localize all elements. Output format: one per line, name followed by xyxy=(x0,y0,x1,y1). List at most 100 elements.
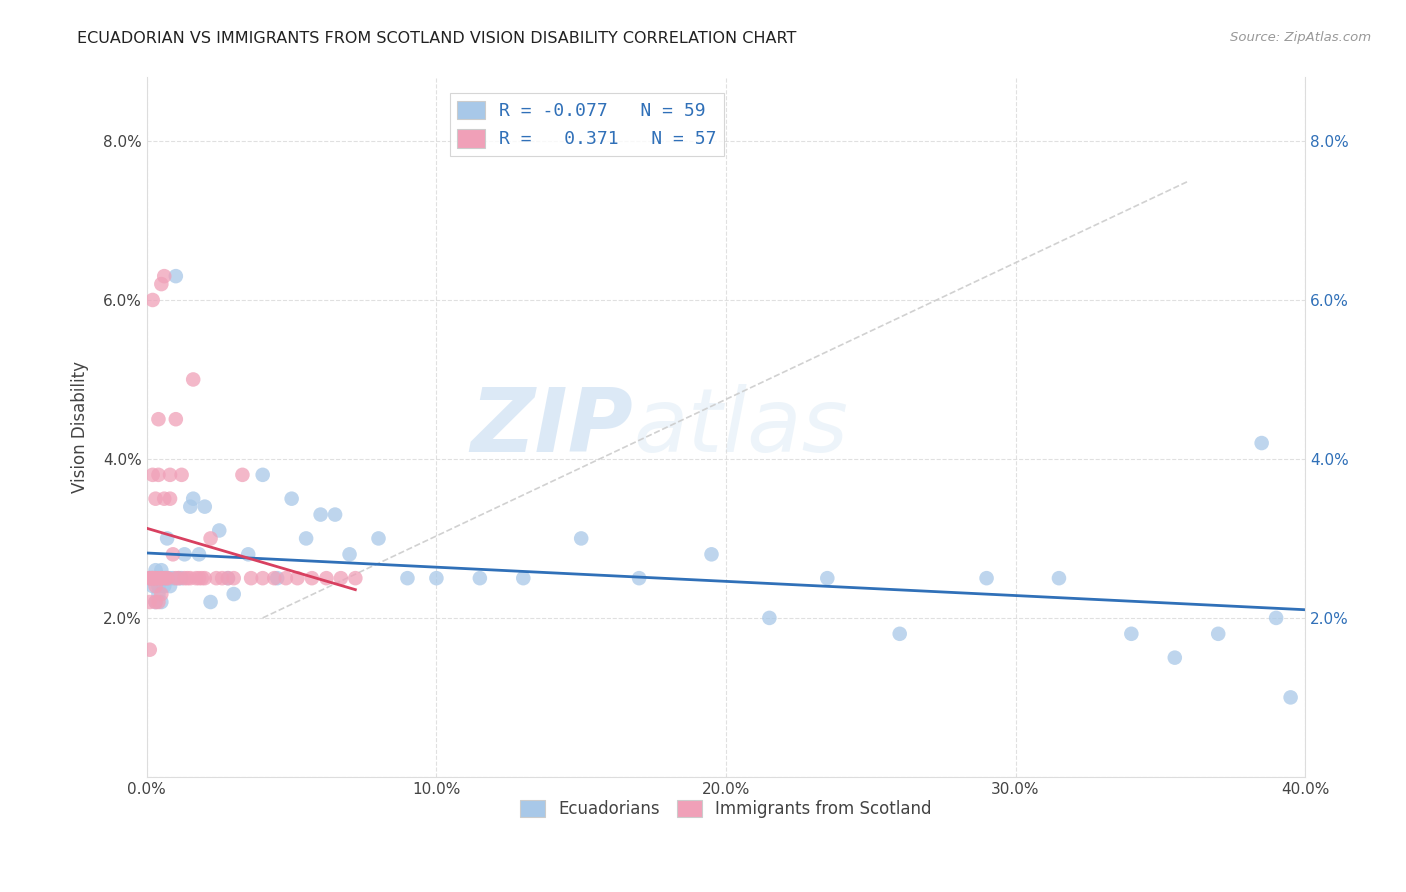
Point xyxy=(145,595,167,609)
Point xyxy=(145,571,167,585)
Point xyxy=(145,491,167,506)
Point xyxy=(1250,436,1272,450)
Point xyxy=(148,579,170,593)
Point xyxy=(170,571,193,585)
Point xyxy=(240,571,263,585)
Point xyxy=(153,571,176,585)
Point xyxy=(159,467,181,482)
Point xyxy=(188,571,211,585)
Point xyxy=(159,491,181,506)
Point xyxy=(150,571,173,585)
Point xyxy=(139,571,162,585)
Point xyxy=(139,595,162,609)
Point xyxy=(148,571,170,585)
Point xyxy=(191,571,214,585)
Point xyxy=(156,571,179,585)
Point xyxy=(153,571,176,585)
Point xyxy=(889,627,911,641)
Point xyxy=(156,571,179,585)
Point xyxy=(148,467,170,482)
Point xyxy=(252,467,274,482)
Point xyxy=(208,524,231,538)
Point xyxy=(145,595,167,609)
Point xyxy=(179,571,201,585)
Point xyxy=(323,508,346,522)
Point xyxy=(512,571,534,585)
Point xyxy=(142,571,165,585)
Point xyxy=(165,571,187,585)
Point xyxy=(367,532,389,546)
Point xyxy=(287,571,309,585)
Point xyxy=(1279,690,1302,705)
Point xyxy=(142,579,165,593)
Point xyxy=(396,571,419,585)
Point xyxy=(758,611,780,625)
Point xyxy=(1206,627,1229,641)
Point xyxy=(200,595,222,609)
Point xyxy=(309,508,332,522)
Point xyxy=(280,491,302,506)
Point xyxy=(295,532,318,546)
Point xyxy=(150,563,173,577)
Point xyxy=(139,642,162,657)
Point xyxy=(173,547,195,561)
Point xyxy=(205,571,228,585)
Point xyxy=(153,491,176,506)
Point xyxy=(329,571,352,585)
Point xyxy=(145,571,167,585)
Text: ZIP: ZIP xyxy=(471,384,633,471)
Point xyxy=(145,563,167,577)
Point xyxy=(148,571,170,585)
Point xyxy=(211,571,233,585)
Point xyxy=(217,571,239,585)
Point xyxy=(1047,571,1070,585)
Point xyxy=(815,571,838,585)
Point xyxy=(238,547,260,561)
Y-axis label: Vision Disability: Vision Disability xyxy=(72,361,89,493)
Point xyxy=(194,571,217,585)
Point xyxy=(148,595,170,609)
Point xyxy=(184,571,207,585)
Legend: Ecuadorians, Immigrants from Scotland: Ecuadorians, Immigrants from Scotland xyxy=(513,793,938,824)
Point xyxy=(1121,627,1143,641)
Point xyxy=(339,547,361,561)
Point xyxy=(217,571,239,585)
Point xyxy=(181,372,204,386)
Point xyxy=(150,571,173,585)
Point xyxy=(142,571,165,585)
Point xyxy=(148,587,170,601)
Point xyxy=(145,579,167,593)
Point xyxy=(167,571,190,585)
Point xyxy=(700,547,723,561)
Point xyxy=(159,579,181,593)
Point xyxy=(179,500,201,514)
Point xyxy=(153,579,176,593)
Point xyxy=(156,532,179,546)
Point xyxy=(165,269,187,284)
Point xyxy=(139,571,162,585)
Point xyxy=(142,571,165,585)
Point xyxy=(266,571,288,585)
Point xyxy=(142,571,165,585)
Point xyxy=(150,571,173,585)
Point xyxy=(139,571,162,585)
Point xyxy=(425,571,447,585)
Point xyxy=(145,571,167,585)
Point xyxy=(468,571,491,585)
Point xyxy=(153,269,176,284)
Point xyxy=(142,293,165,307)
Point xyxy=(315,571,337,585)
Point xyxy=(252,571,274,585)
Point xyxy=(142,467,165,482)
Point xyxy=(569,532,592,546)
Point xyxy=(159,571,181,585)
Point xyxy=(139,571,162,585)
Point xyxy=(200,532,222,546)
Point xyxy=(150,595,173,609)
Point xyxy=(181,491,204,506)
Point xyxy=(231,467,253,482)
Point xyxy=(628,571,651,585)
Point xyxy=(188,547,211,561)
Point xyxy=(150,587,173,601)
Point xyxy=(222,571,245,585)
